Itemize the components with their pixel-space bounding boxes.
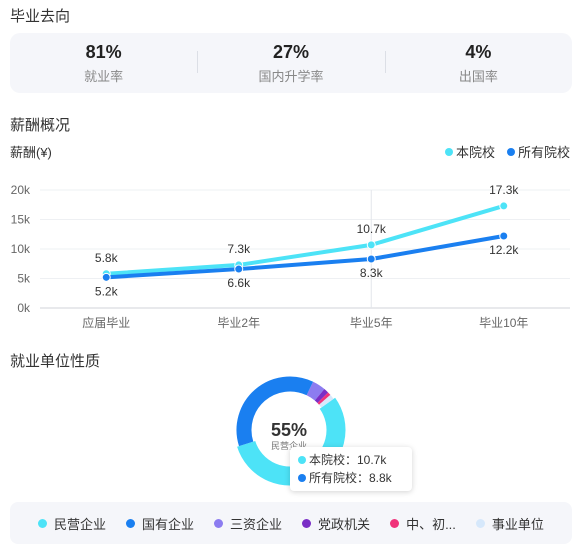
stat-employment-rate: 81% 就业率 bbox=[10, 41, 197, 85]
stat-value: 27% bbox=[272, 42, 309, 62]
legend-item-our-school[interactable]: 本院校 bbox=[444, 142, 495, 161]
section-title-employer: 就业单位性质 bbox=[10, 353, 101, 370]
stat-abroad-rate: 4% 出国率 bbox=[384, 41, 572, 85]
donut-center-value: 55% bbox=[271, 420, 307, 440]
x-tick-label: 应届毕业 bbox=[82, 315, 130, 330]
series-line-all-schools bbox=[104, 234, 506, 280]
stat-label: 国内升学率 bbox=[258, 69, 324, 84]
data-point bbox=[366, 254, 376, 264]
donut-slice bbox=[317, 392, 331, 405]
data-point bbox=[499, 231, 509, 241]
data-label: 5.2k bbox=[95, 284, 119, 298]
series-line-our-school bbox=[104, 203, 506, 276]
legend-dot-icon bbox=[475, 518, 485, 528]
tooltip-dot-icon bbox=[298, 456, 306, 464]
legend-item-schools[interactable]: 中、初... bbox=[390, 514, 456, 533]
stat-value: 81% bbox=[85, 42, 122, 62]
donut-legend: 民营企业 国有企业 三资企业 党政机关 中、初... 事业单位 bbox=[10, 502, 572, 544]
legend-label: 国有企业 bbox=[142, 516, 195, 532]
data-label: 8.3k bbox=[360, 266, 384, 280]
legend-label: 本院校 bbox=[455, 145, 495, 160]
stat-value: 4% bbox=[465, 42, 492, 62]
x-tick-label: 毕业10年 bbox=[479, 316, 528, 330]
legend-item-government[interactable]: 党政机关 bbox=[302, 514, 370, 533]
data-label: 7.3k bbox=[227, 242, 251, 256]
data-label: 6.6k bbox=[227, 276, 251, 290]
y-tick-label: 5k bbox=[17, 272, 31, 286]
legend-dot-icon bbox=[126, 518, 136, 528]
legend-label: 中、初... bbox=[406, 516, 456, 532]
legend-label: 党政机关 bbox=[318, 516, 371, 532]
y-tick-label: 15k bbox=[11, 213, 31, 227]
donut-slice bbox=[314, 389, 329, 404]
stat-further-study-rate: 27% 国内升学率 bbox=[197, 41, 384, 85]
chart-legend: 本院校 所有院校 bbox=[444, 142, 570, 161]
legend-label: 所有院校 bbox=[517, 145, 570, 160]
data-point bbox=[499, 201, 509, 211]
data-point bbox=[101, 272, 111, 282]
legend-dot-icon bbox=[38, 518, 47, 528]
chart-tooltip: 本院校：10.7k 所有院校：8.8k bbox=[290, 447, 412, 491]
legend-dot-icon bbox=[444, 147, 453, 156]
y-tick-label: 10k bbox=[11, 242, 31, 256]
legend-item-all-schools[interactable]: 所有院校 bbox=[506, 142, 570, 161]
donut-slice bbox=[306, 381, 325, 401]
legend-dot-icon bbox=[214, 518, 224, 528]
data-label: 17.3k bbox=[489, 183, 519, 197]
legend-item-state-owned[interactable]: 国有企业 bbox=[126, 514, 194, 533]
legend-item-private[interactable]: 民营企业 bbox=[38, 514, 106, 533]
legend-label: 民营企业 bbox=[54, 516, 107, 532]
stat-label: 出国率 bbox=[458, 69, 498, 84]
legend-label: 事业单位 bbox=[491, 516, 544, 532]
salary-line-chart[interactable]: 0k 5k 10k 15k 20k 应届毕业 毕业2年 毕业5年 毕业10年 5.8k 7.3k 10… bbox=[0, 170, 582, 340]
tooltip-row-all-schools: 所有院校：8.8k bbox=[298, 469, 404, 487]
data-label: 12.2k bbox=[489, 243, 519, 257]
data-label: 10.7k bbox=[357, 222, 387, 236]
section-title-destination: 毕业去向 bbox=[10, 8, 71, 25]
donut-slice bbox=[236, 376, 314, 447]
tooltip-text: 本院校：10.7k bbox=[309, 453, 387, 467]
x-tick-label: 毕业2年 bbox=[217, 316, 260, 330]
data-point bbox=[366, 240, 376, 250]
legend-label: 三资企业 bbox=[230, 516, 283, 532]
tooltip-dot-icon bbox=[298, 474, 306, 482]
legend-dot-icon bbox=[390, 518, 400, 528]
y-tick-label: 0k bbox=[17, 301, 31, 315]
x-tick-label: 毕业5年 bbox=[350, 316, 393, 330]
stat-label: 就业率 bbox=[84, 69, 124, 84]
stats-card: 81% 就业率 27% 国内升学率 4% 出国率 bbox=[10, 33, 572, 93]
legend-item-public-institution[interactable]: 事业单位 bbox=[475, 514, 544, 533]
chart-y-axis-label: 薪酬(¥) bbox=[10, 145, 52, 160]
donut-slice bbox=[319, 394, 334, 408]
legend-item-foreign[interactable]: 三资企业 bbox=[214, 514, 282, 533]
legend-dot-icon bbox=[302, 518, 312, 528]
section-title-salary: 薪酬概况 bbox=[10, 117, 71, 134]
legend-dot-icon bbox=[506, 147, 515, 156]
data-label: 5.8k bbox=[95, 251, 119, 265]
tooltip-text: 所有院校：8.8k bbox=[309, 471, 392, 485]
y-tick-label: 20k bbox=[11, 183, 31, 197]
tooltip-row-our-school: 本院校：10.7k bbox=[298, 451, 404, 469]
donut-center-label: 民营企业 bbox=[271, 440, 307, 451]
data-point bbox=[234, 264, 244, 274]
